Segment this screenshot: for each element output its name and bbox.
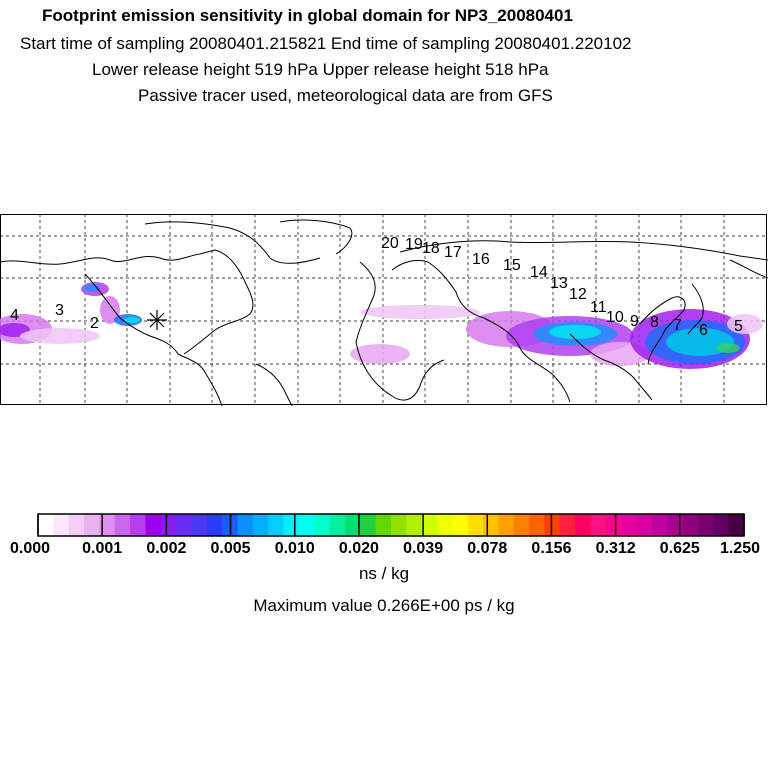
- colorbar-cell: [406, 514, 423, 536]
- colorbar-cell: [682, 514, 699, 536]
- colorbar-cell: [513, 514, 530, 536]
- colorbar-tick-label: 0.078: [467, 540, 507, 557]
- colorbar-tick-label: 0.001: [82, 540, 122, 557]
- colorbar-cell: [160, 514, 177, 536]
- colorbar-cell: [206, 514, 223, 536]
- trajectory-label-13: 13: [550, 275, 568, 292]
- trajectory-label-2: 2: [90, 315, 99, 332]
- colorbar-cell: [344, 514, 361, 536]
- colorbar-cell: [713, 514, 730, 536]
- colorbar-tick-label: 0.010: [275, 540, 315, 557]
- colorbar-cell: [728, 514, 745, 536]
- colorbar-cell: [145, 514, 162, 536]
- trajectory-label-14: 14: [530, 264, 548, 281]
- colorbar-cell: [360, 514, 377, 536]
- colorbar-tick-label: 0.625: [660, 540, 700, 557]
- colorbar-cell: [114, 514, 131, 536]
- trajectory-label-6: 6: [699, 322, 708, 339]
- colorbar-cell: [575, 514, 592, 536]
- colorbar-cell: [99, 514, 116, 536]
- trajectory-label-4: 4: [10, 307, 19, 324]
- trajectory-label-15: 15: [503, 257, 521, 274]
- trajectory-label-9: 9: [630, 313, 639, 330]
- colorbar-tick-label: 0.020: [339, 540, 379, 557]
- trajectory-label-11: 11: [590, 299, 607, 316]
- colorbar-cell: [544, 514, 561, 536]
- colorbar-ticks: [37, 514, 745, 536]
- colorbar-cell: [621, 514, 638, 536]
- colorbar-tick-label: 0.312: [596, 540, 636, 557]
- colorbar-cell: [437, 514, 453, 536]
- colorbar-cell: [529, 514, 546, 536]
- colorbar-tick-label: 0.002: [146, 540, 186, 557]
- colorbar-cell: [697, 514, 714, 536]
- trajectory-label-17: 17: [444, 244, 462, 261]
- colorbar-cell: [252, 514, 269, 536]
- trajectory-label-5: 5: [734, 318, 743, 335]
- colorbar-cell: [191, 514, 208, 536]
- footprint-field: [0, 282, 763, 369]
- colorbar-cell: [84, 514, 100, 536]
- colorbar-cell: [314, 514, 331, 536]
- colorbar-cell: [68, 514, 85, 536]
- colorbar-cell: [283, 514, 300, 536]
- colorbar-unit: ns / kg: [358, 564, 410, 583]
- colorbar-cells: [38, 514, 745, 536]
- trajectory-label-10: 10: [606, 309, 624, 326]
- colorbar-tick-label: 0.005: [211, 540, 251, 557]
- colorbar-cell: [176, 514, 193, 536]
- tracer-info: Passive tracer used, meteorological data…: [138, 86, 553, 105]
- maximum-value: Maximum value 0.266E+00 ps / kg: [253, 596, 515, 615]
- trajectory-label-18: 18: [422, 240, 440, 257]
- colorbar-tick-label: 0.156: [531, 540, 571, 557]
- colorbar-cell: [375, 514, 392, 536]
- colorbar-cell: [452, 514, 469, 536]
- colorbar-cell: [498, 514, 515, 536]
- colorbar-cell: [130, 514, 147, 536]
- colorbar-cell: [38, 514, 54, 536]
- trajectory-label-19: 19: [405, 236, 423, 253]
- colorbar-cell: [590, 514, 607, 536]
- sampling-times: Start time of sampling 20080401.215821 E…: [20, 34, 632, 53]
- colorbar-cell: [667, 514, 684, 536]
- colorbar-cell: [391, 514, 407, 536]
- trajectory-label-8: 8: [650, 314, 659, 331]
- plot-title: Footprint emission sensitivity in global…: [42, 6, 573, 25]
- colorbar-cell: [268, 514, 285, 536]
- colorbar-tick-label: 0.039: [403, 540, 443, 557]
- colorbar-cell: [483, 514, 500, 536]
- trajectory-label-7: 7: [673, 317, 682, 334]
- trajectory-label-16: 16: [472, 251, 490, 268]
- coastlines: [0, 219, 768, 406]
- colorbar-tick-label: 0.000: [10, 540, 50, 557]
- trajectory-label-3: 3: [55, 302, 64, 319]
- release-heights: Lower release height 519 hPa Upper relea…: [92, 60, 549, 79]
- colorbar-cell: [421, 514, 438, 536]
- colorbar-cell: [329, 514, 346, 536]
- colorbar-cell: [636, 514, 653, 536]
- colorbar-cell: [467, 514, 484, 536]
- colorbar-tick-label: 1.250: [720, 540, 760, 557]
- colorbar-cell: [237, 514, 254, 536]
- colorbar-cell: [651, 514, 668, 536]
- colorbar-cell: [298, 514, 315, 536]
- asterisk-marker: [147, 310, 167, 330]
- trajectory-label-12: 12: [569, 286, 587, 303]
- colorbar-cell: [559, 514, 576, 536]
- colorbar-cell: [605, 514, 622, 536]
- colorbar: 0.000 0.001 0.002 0.005 0.010 0.020 0.039 0.078…: [10, 513, 760, 557]
- trajectory-label-20: 20: [381, 235, 399, 252]
- colorbar-cell: [53, 514, 70, 536]
- colorbar-tick-labels: 0.000 0.001 0.002 0.005 0.010 0.020 0.039 0.078…: [10, 540, 760, 557]
